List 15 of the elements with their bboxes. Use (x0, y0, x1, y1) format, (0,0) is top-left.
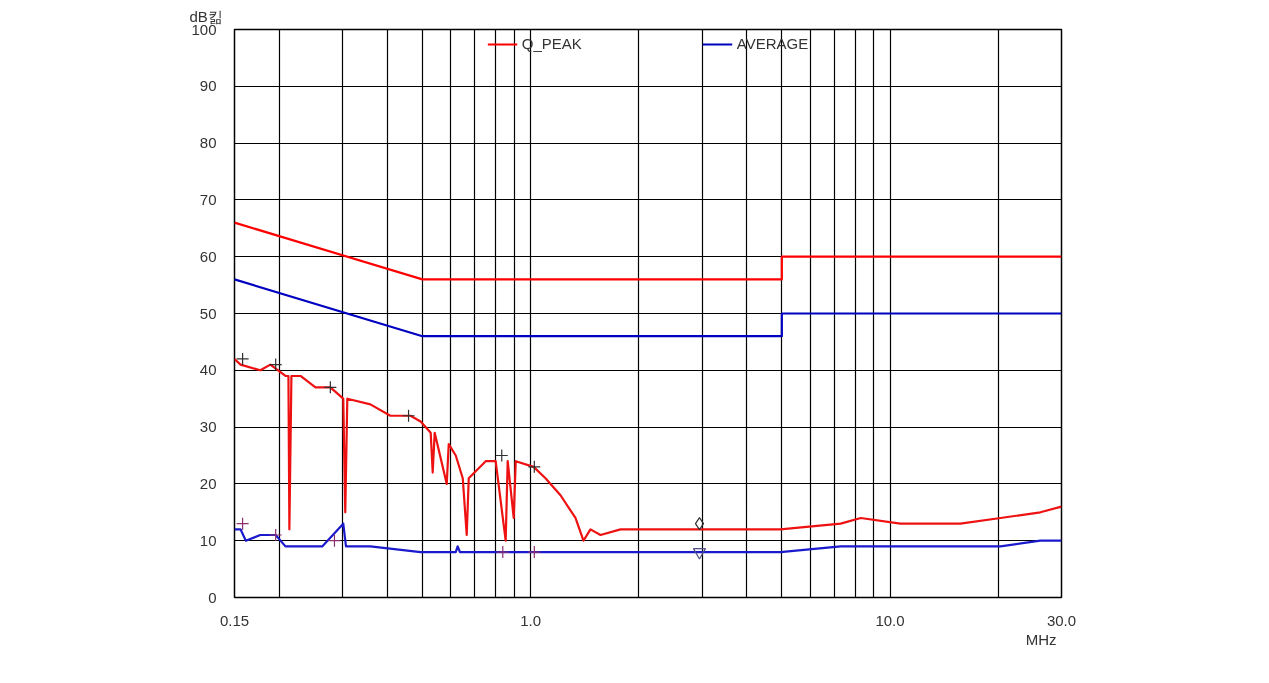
x-tick-label: 1.0 (520, 611, 542, 629)
y-tick-label: 80 (199, 134, 217, 152)
y-tick-label: 50 (199, 304, 217, 322)
y-tick-label: 40 (199, 361, 217, 379)
y-tick-label: 20 (199, 474, 217, 492)
x-tick-label: 10.0 (875, 611, 905, 629)
y-tick-label: 60 (199, 247, 217, 265)
y-tick-label: 10 (199, 531, 217, 549)
y-tick-label: 90 (199, 77, 217, 95)
y-tick-label: 70 (199, 190, 217, 208)
y-tick-label: 0 (208, 588, 217, 606)
x-tick-label: 30.0 (1046, 611, 1077, 629)
x-tick-label: 0.15 (219, 611, 250, 629)
y-tick-label: 30 (199, 418, 217, 436)
x-axis-title: MHz (1025, 630, 1057, 648)
